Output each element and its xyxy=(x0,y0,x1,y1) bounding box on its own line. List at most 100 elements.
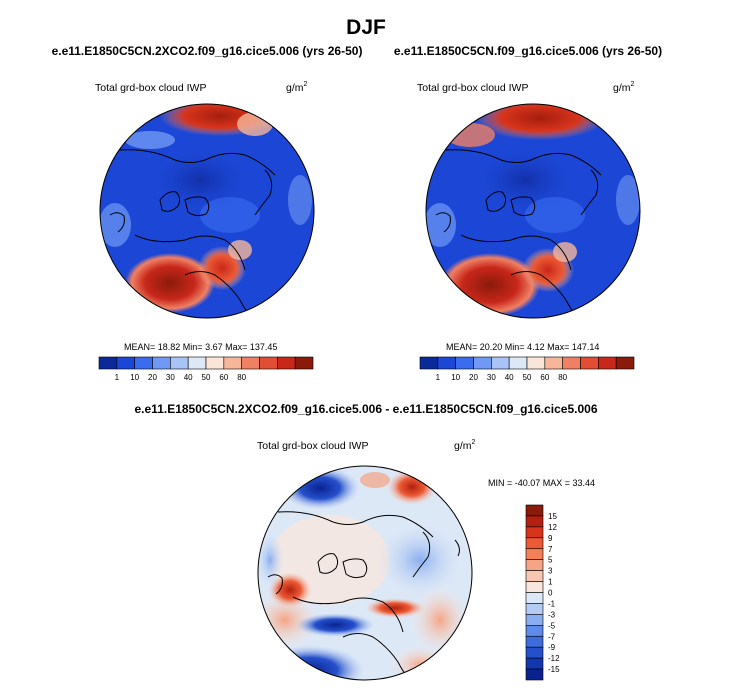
panel-1-colorbar-tick-label: 40 xyxy=(184,373,193,382)
panel-2-mean-label: MEAN= xyxy=(446,342,480,352)
panel-2-colorbar-swatch xyxy=(526,356,546,370)
panel-1-max-label: Max= xyxy=(223,342,250,352)
panel-1-colorbar-swatch xyxy=(259,356,278,370)
panel-3-colorbar-swatch xyxy=(525,504,544,517)
panel-3-colorbar-tick-label: 7 xyxy=(548,545,553,554)
panel-1: e.e11.E1850C5CN.2XCO2.f09_g16.cice5.006 … xyxy=(52,44,363,382)
panel-1-units-base: g/m xyxy=(286,82,304,94)
panel-2-colorbar-swatch xyxy=(508,356,528,370)
panel-1-units-exp: 2 xyxy=(304,81,308,88)
panel-3-colorbar-swatch xyxy=(525,592,544,604)
panel-1-stats: MEAN= 18.82 Min= 3.67 Max= 137.45 xyxy=(124,342,277,352)
panel-3-colorbar-swatch xyxy=(525,537,544,550)
panel-2-colorbar-tick-label: 1 xyxy=(436,373,441,382)
panel-2-colorbar-tick-label: 10 xyxy=(451,373,460,382)
panel-3-colorbar-swatch xyxy=(525,657,544,670)
panel-2-colorbar-tick-label: 20 xyxy=(469,373,478,382)
panel-3-map xyxy=(258,466,472,680)
panel-3-title: e.e11.E1850C5CN.2XCO2.f09_g16.cice5.006 … xyxy=(135,402,598,416)
panel-2-min-label: Min= xyxy=(502,342,527,352)
panel-3-colorbar-tick-label: 3 xyxy=(548,567,553,576)
panel-3-colorbar-tick-label: -9 xyxy=(548,643,556,652)
panel-2-map xyxy=(426,104,640,318)
panel-2: e.e11.E1850C5CN.f09_g16.cice5.006 (yrs 2… xyxy=(394,44,662,382)
panel-2-units-base: g/m xyxy=(613,82,631,94)
panel-2-units-exp: 2 xyxy=(631,81,635,88)
panel-3-units-exp: 2 xyxy=(472,439,476,446)
panel-2-min: 4.12 xyxy=(527,342,545,352)
panel-3: e.e11.E1850C5CN.2XCO2.f09_g16.cice5.006 … xyxy=(135,402,598,681)
panel-3-colorbar-tick-label: 5 xyxy=(548,556,553,565)
panel-1-colorbar-tick-label: 1 xyxy=(115,373,120,382)
panel-1-colorbar-swatch xyxy=(134,356,153,370)
panel-2-colorbar-swatch xyxy=(473,356,492,370)
panel-3-colorbar-swatch xyxy=(525,646,544,659)
panel-2-mean: 20.20 xyxy=(480,342,503,352)
panel-1-mean-label: MEAN= xyxy=(124,342,158,352)
panel-3-colorbar-swatch xyxy=(525,625,544,637)
panel-1-colorbar-swatch xyxy=(223,356,242,370)
panel-1-colorbar-swatch xyxy=(241,356,260,370)
panel-1-colorbar-tick-label: 60 xyxy=(219,373,228,382)
panel-2-stats: MEAN= 20.20 Min= 4.12 Max= 147.14 xyxy=(446,342,599,352)
panel-2-colorbar-swatch xyxy=(598,356,617,370)
panel-2-colorbar-swatch xyxy=(419,356,439,370)
panel-2-colorbar-swatch xyxy=(580,356,599,370)
panel-3-colorbar-swatch xyxy=(525,559,544,571)
panel-2-colorbar-tick-label: 80 xyxy=(558,373,567,382)
panel-1-colorbar-tick-label: 10 xyxy=(130,373,139,382)
panel-3-colorbar-tick-label: 12 xyxy=(548,523,557,532)
panel-2-subtitle: Total grd-box cloud IWP xyxy=(417,82,528,94)
panel-3-colorbar-tick-label: -1 xyxy=(548,599,556,608)
panel-1-colorbar-swatch xyxy=(152,356,171,370)
panel-2-title: e.e11.E1850C5CN.f09_g16.cice5.006 (yrs 2… xyxy=(394,44,662,58)
main-title: DJF xyxy=(346,16,386,39)
panel-2-colorbar-swatch xyxy=(615,356,635,370)
panel-2-colorbar-swatch xyxy=(562,356,581,370)
panel-2-colorbar-tick-label: 30 xyxy=(487,373,496,382)
panel-1-units: g/m2 xyxy=(286,81,308,94)
panel-3-colorbar-swatch xyxy=(525,635,544,648)
panel-1-subtitle: Total grd-box cloud IWP xyxy=(95,82,206,94)
panel-1-min: 3.67 xyxy=(205,342,223,352)
panel-3-colorbar-tick-label: -7 xyxy=(548,632,556,641)
panel-1-colorbar-swatch xyxy=(205,356,225,370)
panel-1-colorbar-swatch xyxy=(170,356,189,370)
panel-1-max: 137.45 xyxy=(250,342,278,352)
panel-1-colorbar: 1 10 20 30 40 50 60 80 xyxy=(98,356,314,382)
panel-3-colorbar-tick-label: -15 xyxy=(548,665,560,674)
panel-2-units: g/m2 xyxy=(613,81,635,94)
panel-3-colorbar-swatch xyxy=(525,570,544,582)
panel-3-units-base: g/m xyxy=(454,440,472,452)
panel-3-colorbar: 15 12 9 7 5 3 1 0-1 -3 -5 -7 -9 -12 -15 xyxy=(525,504,560,681)
panel-1-colorbar-tick-label: 30 xyxy=(166,373,175,382)
panel-3-colorbar-swatch xyxy=(525,515,544,528)
panel-3-subtitle: Total grd-box cloud IWP xyxy=(257,440,368,452)
panel-1-colorbar-swatch xyxy=(294,356,314,370)
panel-3-colorbar-tick-label: -5 xyxy=(548,621,556,630)
panel-3-stats: MIN = -40.07 MAX = 33.44 xyxy=(488,478,595,488)
panel-2-colorbar-tick-label: 50 xyxy=(523,373,532,382)
panel-1-colorbar-tick-label: 80 xyxy=(237,373,246,382)
panel-1-colorbar-tick-label: 50 xyxy=(202,373,211,382)
panel-2-colorbar: 1 10 20 30 40 50 60 80 xyxy=(419,356,635,382)
panel-3-colorbar-swatch xyxy=(525,548,544,560)
panel-3-colorbar-swatch xyxy=(525,603,544,615)
panel-2-colorbar-tick-label: 40 xyxy=(505,373,514,382)
panel-1-mean: 18.82 xyxy=(158,342,181,352)
panel-2-colorbar-swatch xyxy=(491,356,510,370)
panel-1-colorbar-swatch xyxy=(187,356,207,370)
panel-3-colorbar-tick-label: 15 xyxy=(548,512,557,521)
panel-1-colorbar-swatch xyxy=(98,356,118,370)
panel-3-colorbar-tick-label: 1 xyxy=(548,578,553,587)
panel-3-colorbar-swatch xyxy=(525,526,544,539)
panel-1-min-label: Min= xyxy=(180,342,205,352)
panel-3-units: g/m2 xyxy=(454,439,476,452)
panel-1-title: e.e11.E1850C5CN.2XCO2.f09_g16.cice5.006 … xyxy=(52,44,363,58)
panel-3-colorbar-tick-label: -12 xyxy=(548,654,560,663)
panel-3-colorbar-tick-label: 0 xyxy=(548,589,553,598)
panel-3-colorbar-tick-label: 9 xyxy=(548,534,553,543)
panel-2-max-label: Max= xyxy=(545,342,572,352)
panel-3-colorbar-swatch xyxy=(525,581,544,593)
